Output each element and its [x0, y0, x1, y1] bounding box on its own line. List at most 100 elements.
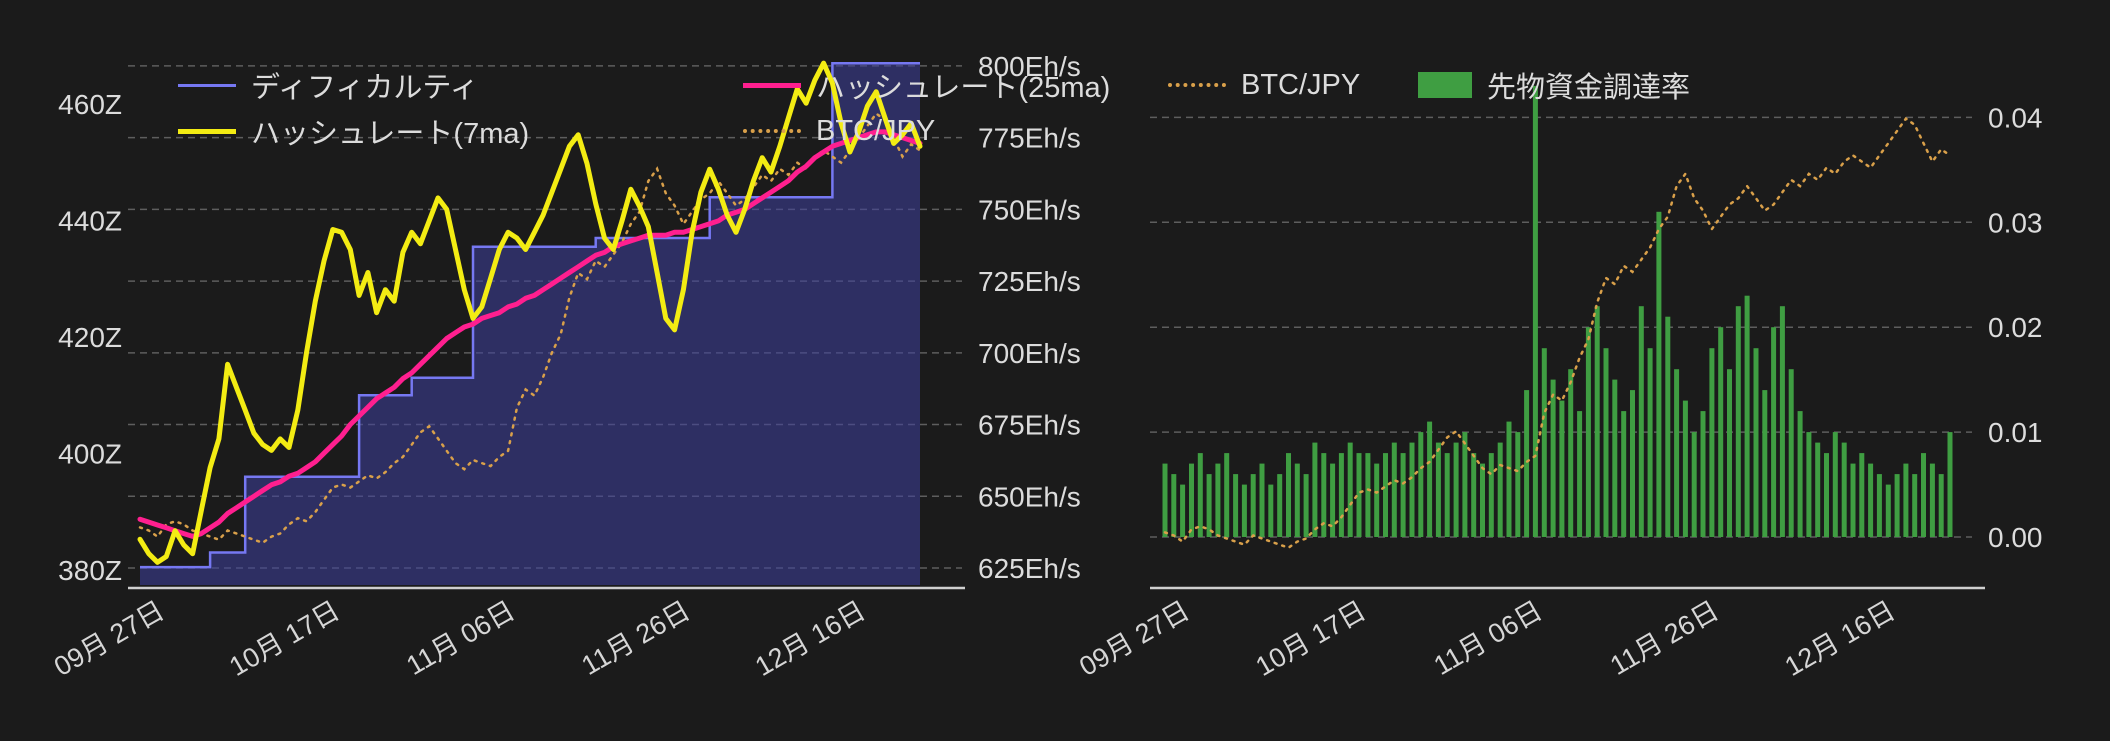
funding-rate-bar: [1885, 484, 1891, 537]
funding-rate-bar: [1674, 369, 1680, 537]
x-axis-tick-label: 11月 06日: [401, 595, 520, 681]
x-axis-tick-label: 10月 17日: [224, 595, 344, 682]
funding-rate-bar: [1876, 474, 1882, 537]
funding-rate-bar: [1912, 474, 1918, 537]
left-axis-tick-label: 460Z: [58, 89, 122, 120]
funding-rate-bar: [1162, 463, 1168, 537]
funding-rate-bar: [1735, 306, 1741, 537]
funding-rate-bar: [1506, 421, 1512, 537]
funding-rate-bar: [1215, 463, 1221, 537]
funding-rate-bar: [1268, 484, 1274, 537]
funding-rate-bar: [1682, 400, 1688, 537]
hashrate-25ma-line: [137, 129, 923, 539]
funding-rate-bar: [1832, 432, 1838, 537]
funding-rate-bar: [1577, 411, 1583, 537]
funding-rate-bar: [1727, 369, 1732, 537]
x-axis-tick-label: 12月 16日: [1780, 595, 1900, 682]
funding-rate-bar: [1788, 369, 1794, 537]
legend-row: ハッシュレート(7ma) BTC/JPY: [178, 108, 1110, 154]
x-axis-tick-label: 09月 27日: [1074, 595, 1194, 682]
right-chart-legend: BTC/JPY 先物資金調達率: [1168, 62, 1690, 108]
funding-rate-bar: [1779, 306, 1785, 537]
funding-rate-bar: [1647, 348, 1653, 537]
funding-rate-bar: [1762, 390, 1768, 537]
funding-rate-bar: [1294, 463, 1300, 537]
funding-rate-bar: [1189, 463, 1194, 537]
funding-rate-bar: [1947, 432, 1953, 537]
hashrate-25ma-line-swatch: [743, 82, 801, 88]
funding-rate-bar: [1824, 453, 1829, 537]
legend-row: ディフィカルティ ハッシュレート(25ma): [178, 62, 1110, 108]
funding-rate-bar: [1859, 453, 1865, 537]
right-axis-tick-label: 800Eh/s: [978, 51, 1081, 82]
right-axis-tick-label: 775Eh/s: [978, 123, 1081, 154]
funding-rate-bar: [1462, 432, 1468, 537]
right-axis-tick-label: 625Eh/s: [978, 553, 1081, 584]
legend-item-funding-rate[interactable]: 先物資金調達率: [1418, 64, 1690, 106]
funding-rate-bar: [1241, 484, 1247, 537]
legend-item-btcjpy[interactable]: BTC/JPY: [743, 115, 935, 148]
legend-label-btcjpy: BTC/JPY: [816, 114, 936, 147]
x-axis-tick-label: 11月 26日: [577, 595, 696, 681]
funding-rate-bar: [1753, 348, 1759, 537]
x-axis-tick-label: 09月 27日: [49, 595, 169, 682]
btcjpy-line: [138, 111, 922, 545]
funding-rate-bar: [1383, 453, 1388, 537]
funding-rate-bar: [1435, 442, 1441, 537]
funding-rate-bar: [1400, 453, 1406, 537]
funding-rate-bar: [1815, 442, 1821, 537]
funding-rate-bar: [1365, 453, 1371, 537]
funding-rate-bar: [1532, 85, 1538, 538]
funding-rate-bar: [1488, 453, 1494, 537]
legend-label-difficulty: ディフィカルティ: [251, 72, 479, 104]
funding-rate-swatch: [1418, 72, 1472, 98]
left-axis-tick-label: 420Z: [58, 322, 122, 353]
legend-item-difficulty[interactable]: ディフィカルティ: [178, 64, 743, 106]
funding-rate-bar: [1330, 463, 1336, 537]
funding-rate-bar: [1515, 432, 1521, 537]
funding-rate-bar: [1524, 390, 1530, 537]
funding-rate-bar: [1656, 211, 1662, 538]
left-axis-tick-label: 400Z: [58, 439, 122, 470]
funding-rate-bar: [1921, 453, 1926, 537]
funding-rate-bar: [1938, 474, 1944, 537]
legend-label-btcjpy-right: BTC/JPY: [1241, 68, 1361, 101]
right-axis-tick-label: 725Eh/s: [978, 266, 1081, 297]
funding-rate-bar: [1347, 442, 1353, 537]
funding-rate-bar: [1391, 442, 1397, 537]
funding-rate-bar: [1171, 474, 1177, 537]
funding-rate-bar: [1286, 453, 1291, 537]
funding-rate-bar: [1585, 327, 1591, 537]
funding-rate-bar: [1771, 327, 1777, 537]
legend-item-hashrate-25ma[interactable]: ハッシュレート(25ma): [743, 64, 1110, 106]
difficulty-area: [140, 63, 920, 585]
funding-rate-bar: [1427, 421, 1433, 537]
funding-rate-bar: [1480, 463, 1485, 537]
x-axis-tick-label: 10月 17日: [1251, 595, 1371, 682]
funding-rate-bar: [1718, 327, 1724, 537]
funding-rate-bar: [1894, 474, 1900, 537]
funding-rate-bar: [1497, 442, 1503, 537]
funding-rate-bar: [1665, 316, 1671, 537]
right-axis-tick-label: 0.02: [1988, 312, 2043, 343]
funding-rate-bar: [1541, 348, 1547, 537]
funding-rate-bar: [1312, 442, 1318, 537]
legend-item-hashrate-7ma[interactable]: ハッシュレート(7ma): [178, 110, 743, 152]
x-axis-tick-label: 12月 16日: [750, 595, 870, 682]
difficulty-line-swatch: [178, 83, 236, 87]
left-axis-tick-label: 380Z: [58, 555, 122, 586]
funding-rate-bar: [1233, 474, 1239, 537]
funding-rate-bar: [1338, 453, 1344, 537]
funding-rate-bar: [1224, 453, 1230, 537]
right-axis-tick-label: 650Eh/s: [978, 481, 1081, 512]
legend-item-btcjpy-right[interactable]: BTC/JPY: [1168, 69, 1418, 102]
funding-rate-bar: [1744, 295, 1750, 537]
funding-rate-bar: [1444, 453, 1450, 537]
x-axis-tick-label: 11月 06日: [1429, 595, 1548, 681]
funding-rate-bar: [1850, 463, 1856, 537]
btcjpy-line-swatch: [1168, 83, 1226, 87]
funding-rate-bar: [1806, 432, 1812, 537]
funding-rate-bar: [1250, 474, 1256, 537]
funding-rate-bar: [1691, 432, 1697, 537]
